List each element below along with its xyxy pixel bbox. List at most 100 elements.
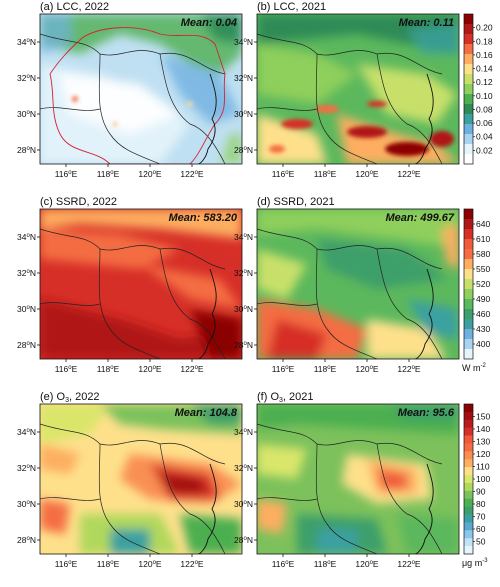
colorbar-swatch [464,34,473,45]
lon-tick-label: 120oE [355,169,379,179]
colorbar-tick-label: 140 [476,424,490,434]
colorbar-swatch [464,54,473,65]
panel-f: Mean: 95.6 [256,403,460,555]
colorbar-tick-label: 460 [476,309,490,319]
lat-tick-label: 28oN [17,145,36,155]
colorbar-tick-label: 0.02 [476,145,493,155]
colorbar-swatch [464,514,473,523]
lat-tick-label: 34oN [234,232,253,242]
colorbar-swatch [464,249,473,260]
mean-label: Mean: 95.6 [398,407,455,419]
lon-tick-label: 122oE [180,559,204,569]
mean-label: Mean: 104.8 [175,407,238,419]
colorbar-tick-label: 90 [476,487,486,497]
lon-tick-label: 118oE [314,364,337,374]
colorbar-tick-label: 0.06 [476,118,493,128]
lon-tick-label: 116oE [272,559,295,569]
map-f [257,404,459,554]
lat-tick-label: 32oN [234,268,253,278]
colorbar-unit: μg m-3 [462,558,488,568]
lon-tick-label: 116oE [55,169,78,179]
lat-tick-label: 32oN [17,73,36,83]
colorbar-tick-label: 0.20 [476,23,493,33]
colorbar-swatch [464,530,473,539]
colorbar-swatch [464,74,473,85]
colorbar-swatch [464,229,473,240]
colorbar-swatch [464,546,473,555]
map-e [40,404,242,554]
map-frame [256,13,460,165]
lon-tick-label: 116oE [55,364,78,374]
colorbar-swatch [464,459,473,468]
colorbar-swatch [464,349,473,360]
axes: 34oN 32oN 30oN 28oN 116oE 118oE 120oE 122oE 34oN… [17,37,421,569]
lon-tick-label: 120oE [138,559,162,569]
lat-tick-label: 34oN [17,232,36,242]
colorbar-tick-label: 520 [476,279,490,289]
colorbar-tick-label: 100 [476,474,490,484]
map-a [40,14,242,164]
colorbar-swatch [464,404,473,413]
colorbar-tick-label: 50 [476,537,486,547]
colorbar-swatch [464,259,473,270]
mean-label: Mean: 583.20 [169,212,238,224]
colorbar-swatch [464,144,473,155]
lon-tick-label: 116oE [55,559,78,569]
colorbar-swatch [464,451,473,460]
panel-b: Mean: 0.11 [256,13,460,165]
lat-tick-label: 30oN [17,304,36,314]
colorbar-tick-label: 60 [476,524,486,534]
panel-c: Mean: 583.20 [39,208,243,360]
lon-tick-label: 118oE [97,559,120,569]
panel-title-e: (e) O3, 2022 [40,391,100,404]
colorbar-swatch [464,522,473,531]
colorbar-swatch [464,411,473,421]
colorbar-tick-label: 120 [476,449,490,459]
lon-tick-label: 116oE [272,169,295,179]
colorbar-swatch [464,490,473,500]
panel-title-b: (b) LCC, 2021 [257,1,326,13]
colorbar-tick-label: 70 [476,512,486,522]
lat-tick-label: 34oN [17,37,36,47]
colorbar-tick-label: 130 [476,437,490,447]
panel-e: Mean: 104.8 [39,403,243,555]
colorbar-frame [463,13,474,165]
lat-tick-label: 30oN [234,304,253,314]
colorbar-swatch [464,538,473,547]
colorbar-swatch [464,467,473,476]
colorbars: 0.20 0.18 0.16 0.14 0.12 0.10 0.08 0.06 0.04 0.02… [462,13,493,568]
map-b [257,14,459,164]
colorbar-tick-label: 580 [476,249,490,259]
lat-tick-label: 34oN [234,427,253,437]
lon-tick-label: 118oE [97,364,120,374]
colorbar-tick-label: 0.14 [476,64,493,74]
colorbar-tick-label: 80 [476,499,486,509]
lon-tick-label: 122oE [180,364,204,374]
lat-tick-label: 28oN [234,145,253,155]
colorbar-swatch [464,24,473,35]
lat-tick-label: 30oN [234,499,253,509]
colorbar-swatch [464,506,473,515]
lon-tick-label: 120oE [355,559,379,569]
colorbar-tick-label: 0.10 [476,91,493,101]
colorbar-tick-label: 430 [476,324,490,334]
map-c [40,209,242,359]
panel-title-a: (a) LCC, 2022 [40,1,109,13]
lon-tick-label: 116oE [272,364,295,374]
colorbar-swatch [464,134,473,145]
lat-tick-label: 28oN [17,340,36,350]
map-frame [256,403,460,555]
colorbar-swatch [464,14,473,25]
colorbar-tick-label: 490 [476,294,490,304]
colorbar-tick-label: 0.18 [476,36,493,46]
panel-title-d: (d) SSRD, 2021 [257,196,335,208]
colorbar-tick-label: 640 [476,219,490,229]
mean-label: Mean: 499.67 [386,212,455,224]
colorbar-lcc: 0.20 0.18 0.16 0.14 0.12 0.10 0.08 0.06 0.04 0.02 [463,13,493,165]
lat-tick-label: 32oN [17,268,36,278]
lon-tick-label: 122oE [397,364,421,374]
colorbar-swatch [464,279,473,290]
colorbar-swatch [464,289,473,300]
colorbar-swatch [464,427,473,436]
